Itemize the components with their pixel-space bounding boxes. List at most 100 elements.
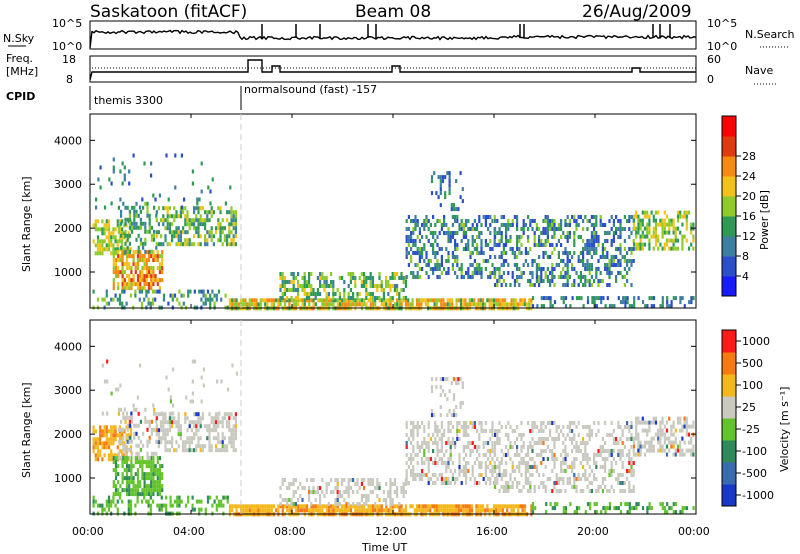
echo-cell: [421, 267, 424, 271]
echo-cell: [145, 282, 148, 287]
echo-cell: [305, 478, 308, 482]
echo-cell: [685, 238, 688, 243]
echo-cell: [156, 460, 159, 465]
echo-cell: [134, 460, 137, 465]
echo-cell: [582, 255, 585, 259]
echo-cell: [232, 222, 235, 227]
echo-cell: [467, 275, 470, 279]
echo-cell: [299, 508, 302, 513]
echo-cell: [540, 243, 543, 247]
echo-cell: [410, 231, 413, 235]
echo-cell: [338, 298, 342, 303]
echo-cell: [690, 440, 693, 445]
echo-cell: [573, 421, 576, 425]
echo-cell: [123, 460, 126, 465]
echo-cell: [173, 448, 176, 453]
echo-cell: [588, 437, 591, 441]
echo-cell: [468, 298, 471, 303]
echo-cell: [527, 251, 530, 255]
echo-cell: [586, 267, 589, 271]
echo-cell: [206, 499, 210, 504]
echo-cell: [114, 227, 117, 232]
echo-cell: [125, 258, 129, 263]
echo-cell: [143, 476, 146, 481]
echo-cell: [130, 492, 133, 497]
echo-cell: [334, 508, 337, 513]
echo-cell: [281, 504, 284, 509]
echo-cell: [610, 469, 613, 473]
echo-cell: [152, 403, 155, 408]
echo-cell: [665, 452, 669, 457]
echo-cell: [462, 235, 465, 239]
echo-cell: [133, 217, 136, 222]
echo-cell: [471, 271, 474, 275]
echo-cell: [571, 215, 574, 219]
echo-cell: [391, 276, 394, 280]
echo-cell: [588, 283, 591, 287]
echo-cell: [674, 230, 677, 235]
echo-cell: [182, 230, 185, 235]
echo-cell: [494, 235, 497, 239]
echo-cell: [502, 453, 505, 457]
echo-cell: [426, 302, 430, 307]
echo-cell: [221, 226, 224, 231]
echo-cell: [661, 304, 664, 309]
echo-cell: [223, 416, 226, 421]
echo-cell: [529, 441, 532, 445]
echo-cell: [385, 504, 388, 509]
echo-cell: [549, 271, 552, 275]
echo-cell: [608, 433, 611, 437]
echo-cell: [495, 508, 498, 513]
echo-cell: [123, 278, 126, 283]
echo-cell: [116, 433, 119, 438]
echo-cell: [533, 421, 536, 425]
echo-cell: [420, 504, 423, 509]
echo-cell: [427, 449, 430, 453]
echo-cell: [152, 492, 155, 497]
echo-cell: [105, 235, 108, 240]
echo-cell: [544, 425, 547, 429]
echo-cell: [354, 504, 357, 509]
echo-cell: [672, 440, 675, 445]
echo-cell: [507, 485, 510, 489]
echo-cell: [670, 424, 673, 429]
echo-cell: [234, 234, 237, 239]
echo-cell: [451, 461, 454, 465]
echo-cell: [551, 219, 554, 223]
echo-cell: [617, 481, 620, 485]
echo-cell: [316, 292, 319, 296]
echo-cell: [297, 272, 300, 276]
echo-cell: [191, 379, 194, 384]
echo-cell: [601, 251, 604, 255]
echo-cell: [367, 508, 370, 513]
echo-cell: [446, 413, 449, 418]
echo-cell: [527, 279, 530, 283]
x-tick-label: 12:00: [375, 525, 407, 538]
echo-cell: [491, 271, 494, 275]
echo-cell: [597, 421, 600, 425]
echo-cell: [588, 247, 591, 251]
echo-cell: [137, 225, 140, 230]
y-tick-label: 4000: [54, 134, 82, 147]
echo-cell: [112, 243, 115, 248]
echo-cell: [107, 223, 111, 228]
echo-cell: [544, 271, 547, 275]
echo-cell: [533, 441, 536, 445]
echo-cell: [125, 262, 129, 267]
echo-cell: [568, 481, 571, 485]
echo-cell: [617, 425, 620, 429]
echo-cell: [517, 504, 520, 509]
echo-cell: [447, 457, 450, 461]
echo-cell: [215, 420, 218, 425]
echo-cell: [615, 227, 618, 231]
echo-cell: [418, 231, 421, 235]
echo-cell: [117, 427, 120, 432]
echo-cell: [456, 255, 459, 259]
echo-cell: [153, 205, 156, 210]
echo-cell: [546, 219, 549, 223]
echo-cell: [217, 436, 220, 441]
echo-cell: [176, 297, 179, 302]
echo-cell: [345, 486, 348, 490]
echo-cell: [604, 239, 607, 243]
